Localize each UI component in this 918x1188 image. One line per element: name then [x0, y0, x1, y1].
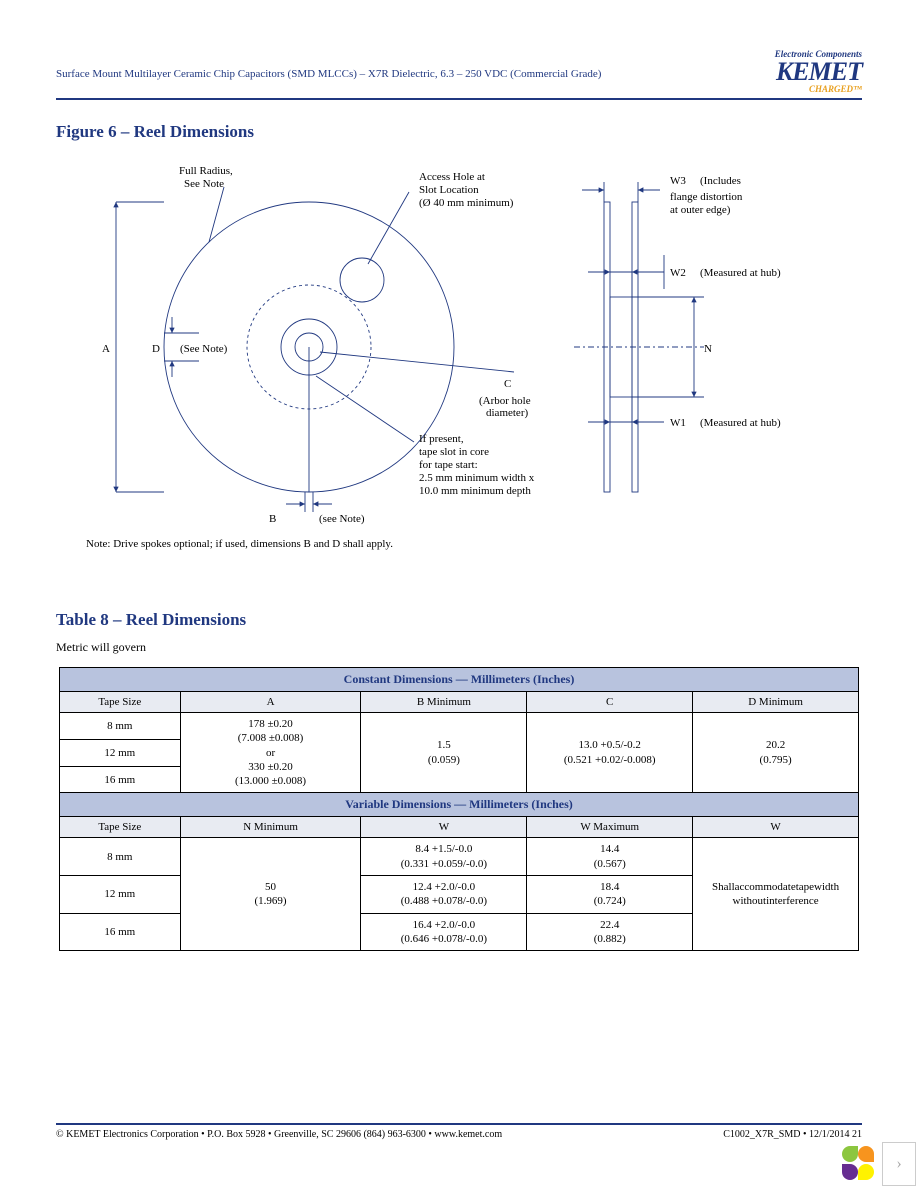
reel-diagram: Full Radius, See Note Access Hole at Slo… [64, 152, 854, 532]
svg-text:Full Radius,: Full Radius, [179, 165, 233, 177]
col-a: A [180, 692, 361, 713]
svg-text:(See Note): (See Note) [180, 343, 228, 355]
col-w: W [361, 817, 527, 838]
svg-text:Slot Location: Slot Location [419, 184, 479, 196]
table-cell: 16 mm [60, 766, 181, 793]
corner-widget: › [842, 1142, 916, 1186]
reel-dimensions-table: Constant Dimensions — Millimeters (Inche… [59, 667, 859, 951]
table-cell: 14.4 (0.567) [527, 838, 693, 876]
next-button[interactable]: › [882, 1142, 916, 1186]
table-cell: 12.4 +2.0/-0.0 (0.488 +0.078/-0.0) [361, 876, 527, 914]
svg-text:(Measured at hub): (Measured at hub) [700, 267, 781, 279]
constant-header: Constant Dimensions — Millimeters (Inche… [60, 668, 859, 692]
svg-text:(Ø 40 mm minimum): (Ø 40 mm minimum) [419, 197, 514, 209]
table-cell: 16 mm [60, 913, 181, 951]
table-cell: 50 (1.969) [180, 838, 361, 951]
table-cell: 12 mm [60, 739, 181, 766]
variable-header: Variable Dimensions — Millimeters (Inche… [60, 793, 859, 817]
table-cell: 8 mm [60, 713, 181, 740]
table-cell: 8 mm [60, 838, 181, 876]
doc-title: Surface Mount Multilayer Ceramic Chip Ca… [56, 50, 601, 80]
col-tape: Tape Size [60, 692, 181, 713]
figure-title: Figure 6 – Reel Dimensions [56, 122, 862, 142]
table-cell: 22.4 (0.882) [527, 913, 693, 951]
table-cell: 16.4 +2.0/-0.0 (0.646 +0.078/-0.0) [361, 913, 527, 951]
svg-text:(Measured at hub): (Measured at hub) [700, 417, 781, 429]
svg-text:W3: W3 [670, 175, 686, 187]
svg-text:W2: W2 [670, 267, 686, 279]
svg-text:W1: W1 [670, 417, 686, 429]
col-bmin: B Minimum [361, 692, 527, 713]
svg-text:Access Hole at: Access Hole at [419, 171, 485, 183]
col-tape: Tape Size [60, 817, 181, 838]
svg-text:A: A [102, 343, 110, 355]
svg-text:See Note: See Note [184, 178, 224, 190]
col-w2: W [693, 817, 859, 838]
table-cell: 18.4 (0.724) [527, 876, 693, 914]
svg-text:10.0 mm minimum depth: 10.0 mm minimum depth [419, 485, 531, 497]
svg-text:at outer edge): at outer edge) [670, 204, 731, 216]
chevron-right-icon: › [896, 1155, 901, 1173]
logo-sub: CHARGED™ [775, 85, 862, 94]
svg-text:If present,: If present, [419, 433, 464, 445]
col-wmax: W Maximum [527, 817, 693, 838]
table-title: Table 8 – Reel Dimensions [56, 610, 862, 630]
table-cell: 12 mm [60, 876, 181, 914]
table-cell: 178 ±0.20 (7.008 ±0.008) or 330 ±0.20 (1… [180, 713, 361, 793]
svg-text:(Includes: (Includes [700, 175, 741, 187]
svg-text:for tape start:: for tape start: [419, 459, 478, 471]
footer-left: © KEMET Electronics Corporation • P.O. B… [56, 1129, 502, 1140]
svg-text:flange distortion: flange distortion [670, 191, 743, 203]
col-nmin: N Minimum [180, 817, 361, 838]
footer-right: C1002_X7R_SMD • 12/1/2014 21 [723, 1129, 862, 1140]
table-cell: 8.4 +1.5/-0.0 (0.331 +0.059/-0.0) [361, 838, 527, 876]
svg-text:diameter): diameter) [486, 407, 528, 419]
svg-text:(see Note): (see Note) [319, 513, 365, 525]
svg-text:N: N [704, 343, 712, 355]
table-cell: 20.2 (0.795) [693, 713, 859, 793]
col-c: C [527, 692, 693, 713]
svg-text:tape slot in core: tape slot in core [419, 446, 489, 458]
flower-icon[interactable] [842, 1146, 878, 1182]
metric-note: Metric will govern [56, 640, 862, 655]
col-dmin: D Minimum [693, 692, 859, 713]
svg-text:D: D [152, 343, 160, 355]
svg-text:(Arbor hole: (Arbor hole [479, 395, 531, 407]
kemet-logo: Electronic Components KEMET CHARGED™ [775, 50, 862, 94]
svg-text:B: B [269, 513, 276, 525]
svg-text:C: C [504, 378, 511, 390]
header: Surface Mount Multilayer Ceramic Chip Ca… [56, 50, 862, 100]
logo-name: KEMET [775, 59, 862, 85]
table-cell: 13.0 +0.5/-0.2 (0.521 +0.02/-0.008) [527, 713, 693, 793]
table-cell: Shallaccommodatetapewidth withoutinterfe… [693, 838, 859, 951]
svg-text:2.5 mm minimum width x: 2.5 mm minimum width x [419, 472, 535, 484]
footer: © KEMET Electronics Corporation • P.O. B… [56, 1123, 862, 1140]
figure-note: Note: Drive spokes optional; if used, di… [86, 538, 862, 550]
table-cell: 1.5 (0.059) [361, 713, 527, 793]
